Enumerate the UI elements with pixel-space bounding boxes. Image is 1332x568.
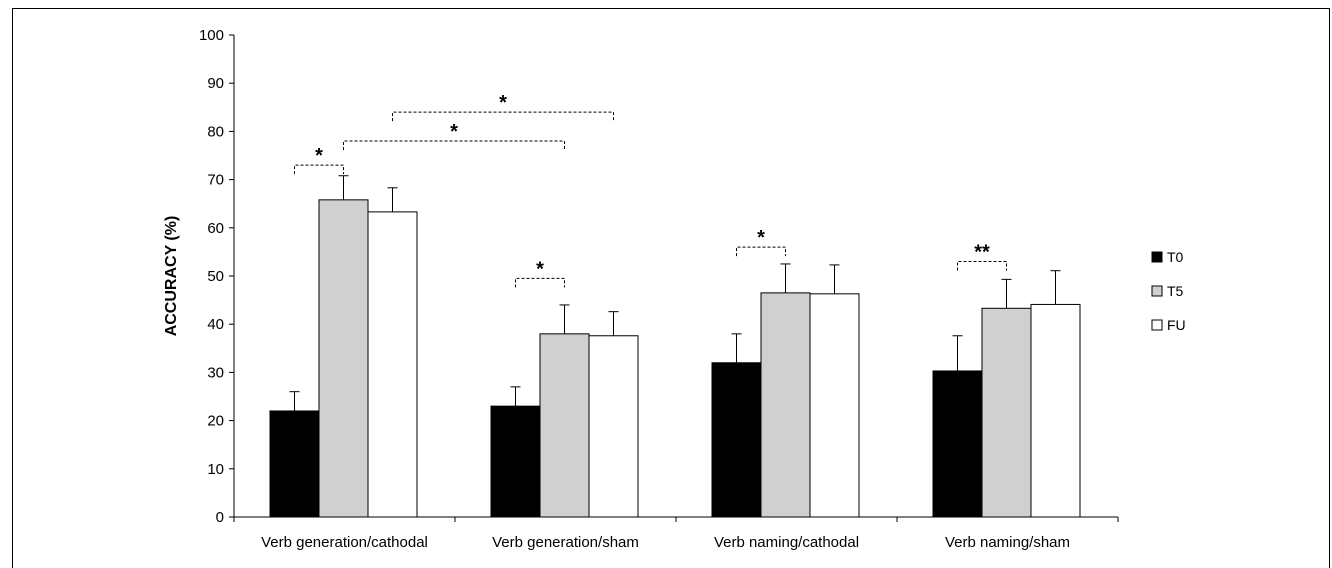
- bar-fu: [588, 335, 639, 518]
- y-tick-label: 60: [207, 220, 224, 237]
- y-tick-label: 50: [207, 268, 224, 285]
- bar-t5: [318, 199, 369, 518]
- legend-label-fu: FU: [1167, 317, 1186, 333]
- significance-marker: *: [536, 258, 544, 280]
- significance-annotations: *******: [294, 92, 1007, 288]
- bars: [269, 175, 1081, 518]
- significance-marker: *: [315, 145, 323, 167]
- bar-t5: [760, 292, 811, 518]
- legend-label-t0: T0: [1167, 249, 1184, 265]
- x-category-label: Verb generation/sham: [492, 534, 639, 551]
- bar-fu: [809, 293, 860, 518]
- y-tick-label: 30: [207, 364, 224, 381]
- bar-t0: [932, 370, 983, 518]
- y-tick-label: 70: [207, 172, 224, 189]
- x-category-label: Verb naming/cathodal: [714, 534, 859, 551]
- legend: T0 T5 FU: [1151, 249, 1186, 333]
- bar-t0: [711, 362, 762, 518]
- y-tick-label: 100: [199, 27, 224, 44]
- bar-fu: [367, 211, 418, 518]
- y-tick-label: 20: [207, 413, 224, 430]
- legend-swatch-t0: [1151, 251, 1163, 263]
- significance-marker: **: [974, 242, 990, 264]
- significance-marker: *: [450, 121, 458, 143]
- y-tick-label: 0: [216, 509, 224, 526]
- y-axis-label: ACCURACY (%): [163, 216, 180, 337]
- chart-frame: [12, 8, 1330, 568]
- legend-label-t5: T5: [1167, 283, 1184, 299]
- legend-swatch-fu: [1151, 319, 1163, 331]
- bar-t5: [981, 307, 1032, 518]
- bar-t5: [539, 333, 590, 518]
- bar-fu: [1030, 303, 1081, 518]
- significance-bracket: [294, 164, 344, 175]
- x-category-label: Verb generation/cathodal: [261, 534, 428, 551]
- significance-bracket: [736, 246, 786, 257]
- significance-bracket: [515, 277, 565, 288]
- y-tick-label: 90: [207, 75, 224, 92]
- significance-marker: *: [757, 227, 765, 249]
- x-category-label: Verb naming/sham: [945, 534, 1070, 551]
- significance-marker: *: [499, 92, 507, 114]
- significance-bracket: [957, 261, 1007, 271]
- y-tick-label: 10: [207, 461, 224, 478]
- bar-t0: [269, 410, 320, 518]
- bar-t0: [490, 405, 541, 518]
- y-tick-label: 80: [207, 123, 224, 140]
- legend-swatch-t5: [1151, 285, 1163, 297]
- y-tick-label: 40: [207, 316, 224, 333]
